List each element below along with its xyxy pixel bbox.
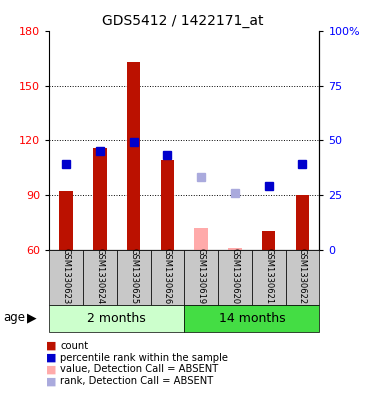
Text: percentile rank within the sample: percentile rank within the sample: [60, 353, 228, 363]
Bar: [161, 160, 174, 250]
Text: GSM1330624: GSM1330624: [95, 248, 104, 304]
Text: GSM1330621: GSM1330621: [264, 248, 273, 304]
Bar: [228, 248, 242, 250]
Text: GDS5412 / 1422171_at: GDS5412 / 1422171_at: [102, 14, 263, 28]
Text: GSM1330625: GSM1330625: [129, 248, 138, 304]
Text: GSM1330619: GSM1330619: [197, 248, 206, 304]
Text: age: age: [4, 311, 26, 324]
FancyBboxPatch shape: [184, 250, 218, 305]
FancyBboxPatch shape: [184, 305, 319, 332]
Text: GSM1330620: GSM1330620: [230, 248, 239, 304]
Text: ■: ■: [46, 364, 56, 375]
Bar: [59, 191, 73, 250]
Bar: [195, 228, 208, 250]
Text: ▶: ▶: [27, 311, 37, 324]
FancyBboxPatch shape: [150, 250, 184, 305]
FancyBboxPatch shape: [49, 305, 184, 332]
Text: 2 months: 2 months: [88, 312, 146, 325]
Bar: [93, 148, 107, 250]
Text: ■: ■: [46, 353, 56, 363]
FancyBboxPatch shape: [117, 250, 150, 305]
Text: 14 months: 14 months: [219, 312, 285, 325]
Bar: [296, 195, 309, 250]
Text: ■: ■: [46, 376, 56, 386]
Text: GSM1330622: GSM1330622: [298, 248, 307, 304]
Text: GSM1330623: GSM1330623: [62, 248, 71, 304]
FancyBboxPatch shape: [252, 250, 286, 305]
Text: ■: ■: [46, 341, 56, 351]
Text: GSM1330626: GSM1330626: [163, 248, 172, 304]
FancyBboxPatch shape: [49, 250, 83, 305]
Text: count: count: [60, 341, 88, 351]
Bar: [262, 231, 276, 250]
FancyBboxPatch shape: [286, 250, 319, 305]
FancyBboxPatch shape: [218, 250, 252, 305]
Bar: [127, 62, 141, 250]
Text: value, Detection Call = ABSENT: value, Detection Call = ABSENT: [60, 364, 219, 375]
Text: rank, Detection Call = ABSENT: rank, Detection Call = ABSENT: [60, 376, 214, 386]
FancyBboxPatch shape: [83, 250, 117, 305]
